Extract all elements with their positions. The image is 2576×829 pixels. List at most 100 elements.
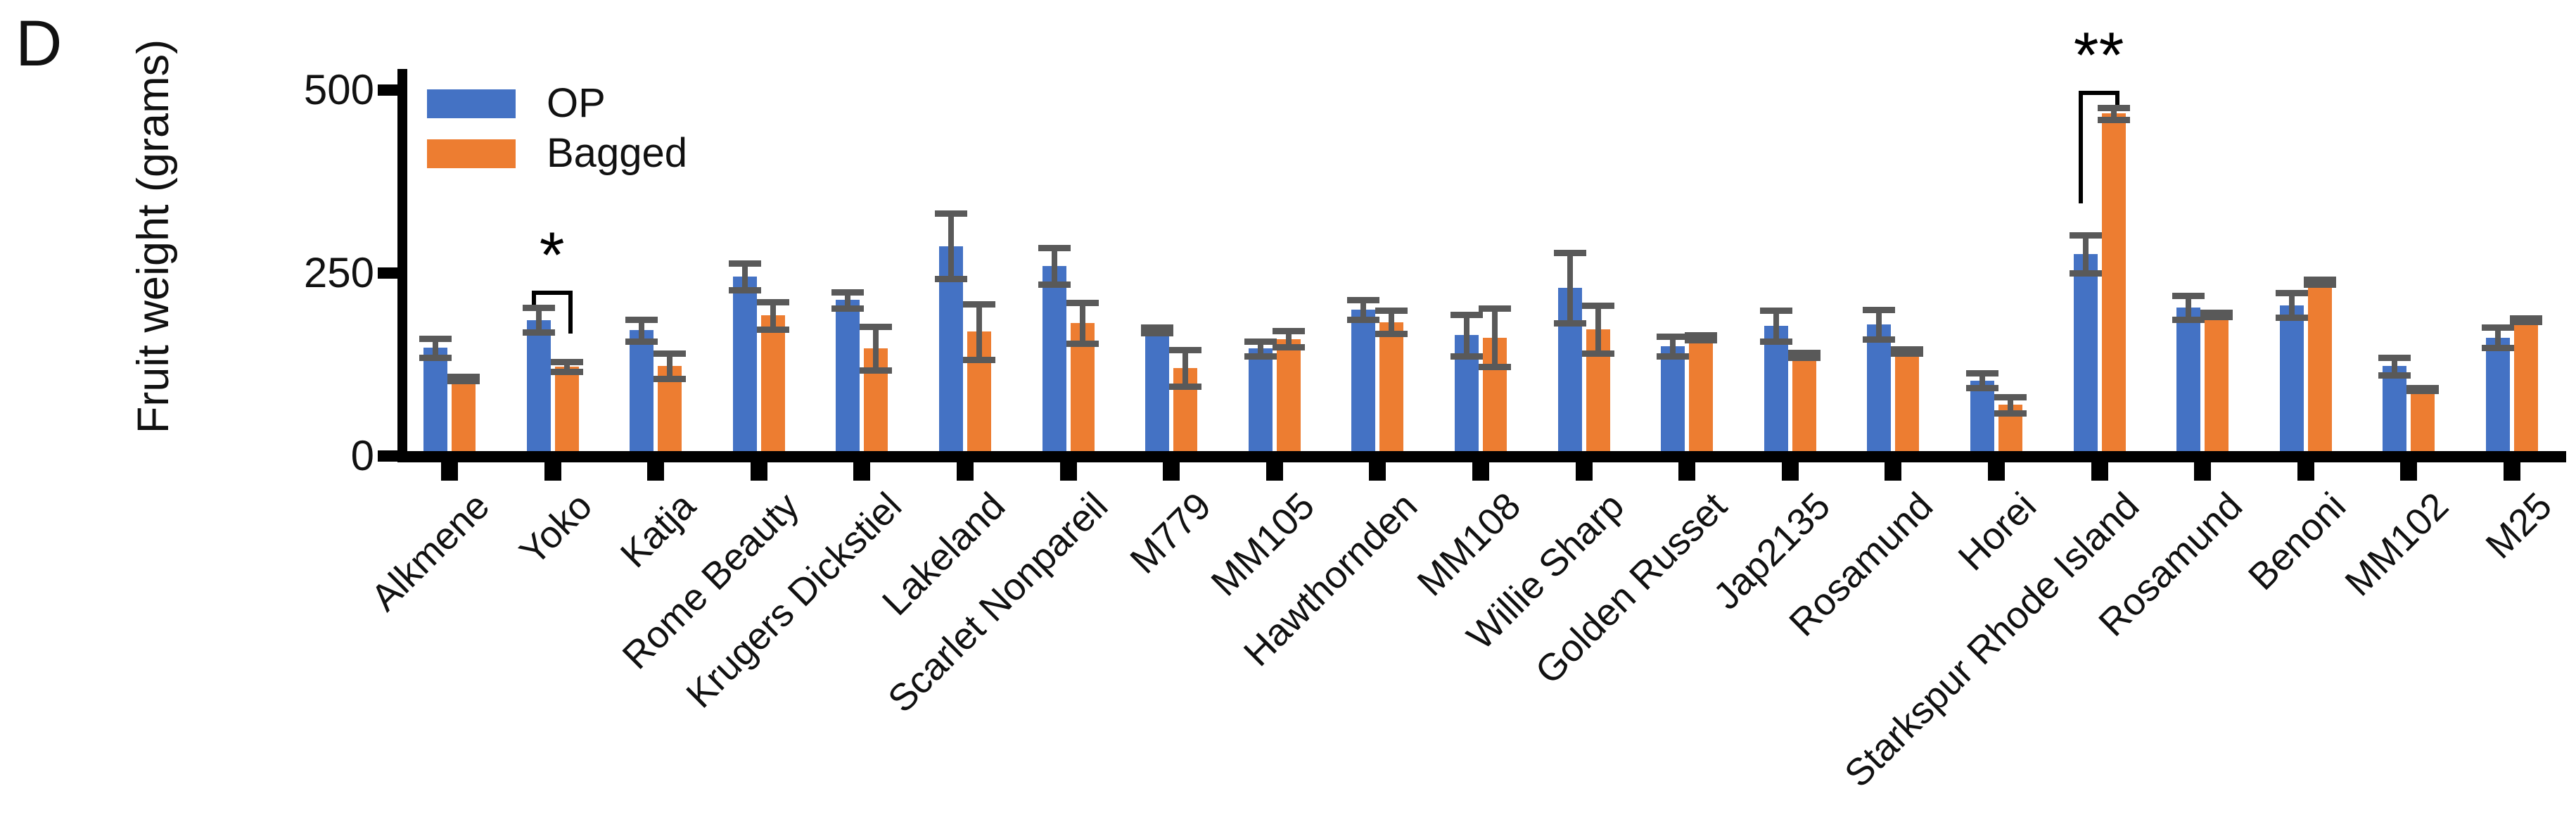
error-whisker-bagged-9 — [1389, 310, 1395, 334]
y-tick-label-500: 500 — [303, 66, 374, 113]
error-cap-top-bagged-2 — [653, 350, 687, 357]
error-cap-bottom-op-4 — [831, 305, 865, 312]
legend: OP Bagged — [427, 83, 687, 183]
y-tick-250 — [378, 267, 397, 279]
error-cap-top-op-18 — [2275, 290, 2308, 297]
error-cap-bottom-bagged-12 — [1685, 336, 1718, 343]
x-tick-18 — [2297, 462, 2314, 481]
error-cap-bottom-op-13 — [1759, 338, 1792, 345]
x-tick-2 — [647, 462, 665, 481]
error-whisker-bagged-15 — [2008, 396, 2013, 413]
sig-bracket-left-16 — [2078, 90, 2083, 203]
x-category-label-20: M25 — [2478, 484, 2561, 567]
error-cap-bottom-bagged-3 — [756, 327, 789, 334]
x-category-label-2: Katja — [612, 484, 704, 576]
error-cap-bottom-bagged-11 — [1581, 350, 1614, 357]
error-cap-top-op-17 — [2172, 293, 2205, 300]
sig-label-16: ** — [2073, 19, 2124, 91]
error-cap-top-op-14 — [1863, 307, 1896, 313]
error-cap-top-bagged-18 — [2303, 277, 2336, 284]
error-whisker-op-14 — [1876, 310, 1882, 339]
bar-bagged-17 — [2205, 315, 2229, 457]
bar-op-0 — [423, 348, 447, 457]
error-whisker-op-8 — [1257, 341, 1263, 356]
x-tick-11 — [1575, 462, 1593, 481]
error-cap-top-bagged-15 — [1994, 393, 2027, 400]
error-cap-top-bagged-14 — [1891, 346, 1924, 353]
error-cap-bottom-op-16 — [2069, 270, 2102, 277]
error-whisker-op-15 — [1979, 373, 1985, 388]
error-whisker-bagged-1 — [563, 361, 570, 372]
error-whisker-op-1 — [535, 307, 542, 333]
sig-bracket-right-1 — [568, 290, 573, 334]
error-cap-bottom-op-9 — [1347, 316, 1380, 323]
error-whisker-op-9 — [1360, 300, 1367, 319]
error-cap-bottom-bagged-5 — [963, 356, 995, 363]
bar-op-6 — [1042, 265, 1066, 457]
error-cap-bottom-op-12 — [1657, 353, 1690, 360]
bar-bagged-18 — [2307, 281, 2332, 457]
x-category-label-7: M779 — [1122, 484, 1220, 582]
bar-op-17 — [2176, 307, 2201, 457]
error-cap-top-bagged-10 — [1479, 305, 1511, 312]
legend-item-bagged: Bagged — [427, 133, 687, 174]
error-cap-top-op-10 — [1450, 312, 1483, 319]
error-cap-top-bagged-6 — [1066, 299, 1099, 306]
sig-bracket-right-16 — [2115, 90, 2119, 105]
bar-op-4 — [836, 300, 860, 457]
x-tick-20 — [2504, 462, 2520, 481]
bar-op-1 — [526, 319, 551, 457]
y-tick-label-250: 250 — [303, 249, 374, 296]
bar-op-8 — [1248, 348, 1273, 457]
bar-bagged-20 — [2514, 319, 2538, 457]
error-whisker-bagged-7 — [1182, 350, 1189, 387]
x-tick-19 — [2400, 462, 2418, 481]
error-whisker-op-11 — [1567, 252, 1573, 323]
x-category-label-15: Horei — [1950, 484, 2045, 579]
x-tick-5 — [957, 462, 974, 481]
sig-label-1: * — [539, 219, 565, 291]
bar-op-18 — [2279, 305, 2304, 457]
error-cap-bottom-bagged-1 — [550, 369, 583, 376]
x-category-label-3: Rome Beauty — [614, 484, 807, 678]
error-cap-top-op-15 — [1966, 370, 1998, 377]
bar-op-19 — [2383, 366, 2407, 457]
bar-op-13 — [1764, 325, 1788, 457]
x-tick-0 — [441, 462, 458, 481]
error-whisker-bagged-10 — [1492, 308, 1498, 367]
error-whisker-op-13 — [1773, 310, 1779, 341]
error-cap-bottom-op-5 — [935, 276, 967, 283]
y-axis-title: Fruit weight (grams) — [129, 39, 178, 434]
bar-op-7 — [1145, 330, 1170, 457]
legend-item-op: OP — [427, 83, 687, 124]
bar-op-12 — [1661, 346, 1685, 457]
error-whisker-op-19 — [2392, 357, 2398, 375]
x-tick-17 — [2194, 462, 2212, 481]
error-cap-top-bagged-9 — [1375, 308, 1408, 315]
x-tick-15 — [1988, 462, 2005, 481]
error-cap-bottom-op-14 — [1863, 336, 1896, 343]
sig-bracket-h-1 — [531, 290, 573, 295]
error-cap-bottom-op-17 — [2172, 316, 2205, 323]
error-whisker-bagged-2 — [667, 353, 673, 379]
error-cap-bottom-op-19 — [2378, 372, 2411, 379]
error-cap-top-bagged-4 — [860, 323, 893, 330]
x-axis-line — [397, 451, 2566, 462]
error-cap-bottom-op-3 — [728, 286, 761, 293]
error-whisker-op-2 — [639, 319, 645, 341]
error-cap-top-op-8 — [1244, 338, 1277, 345]
error-whisker-bagged-6 — [1079, 302, 1085, 343]
error-cap-bottom-bagged-4 — [860, 367, 893, 374]
error-cap-top-op-19 — [2378, 354, 2411, 361]
error-cap-bottom-op-7 — [1141, 330, 1174, 337]
bar-op-16 — [2073, 253, 2098, 457]
error-cap-top-op-1 — [522, 304, 555, 311]
error-cap-bottom-bagged-2 — [653, 375, 687, 382]
error-cap-bottom-bagged-13 — [1787, 354, 1821, 361]
error-cap-bottom-op-10 — [1450, 353, 1483, 360]
error-cap-top-op-2 — [625, 316, 658, 323]
error-whisker-bagged-11 — [1595, 305, 1601, 354]
x-tick-12 — [1678, 462, 1696, 481]
error-cap-bottom-op-11 — [1553, 319, 1586, 327]
